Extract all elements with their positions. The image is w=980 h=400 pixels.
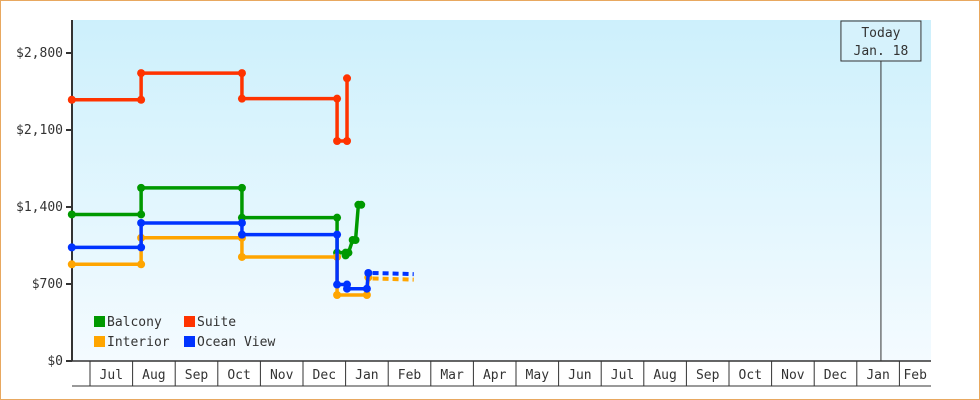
data-point-suite[interactable] — [237, 69, 246, 78]
y-tick-label: $1,400 — [16, 200, 63, 215]
data-point-suite[interactable] — [137, 95, 146, 104]
x-tick-label: Sep — [185, 368, 209, 383]
data-point-balcony[interactable] — [344, 248, 353, 257]
x-tick-label: Feb — [398, 368, 422, 383]
x-tick-label: Apr — [483, 368, 507, 383]
data-point-interior[interactable] — [67, 260, 76, 269]
data-point-interior[interactable] — [237, 252, 246, 261]
data-point-ocean-view[interactable] — [67, 243, 76, 252]
legend-label: Suite — [197, 315, 236, 330]
x-tick-label: Oct — [227, 368, 250, 383]
data-point-balcony[interactable] — [333, 213, 342, 222]
legend-swatch — [184, 336, 195, 347]
x-tick-label: Aug — [653, 368, 676, 383]
data-point-ocean-view[interactable] — [137, 218, 146, 227]
data-point-suite[interactable] — [333, 137, 342, 145]
data-point-ocean-view[interactable] — [343, 284, 352, 293]
x-tick-label: Nov — [781, 368, 805, 383]
today-label: Today — [861, 26, 900, 41]
legend-swatch — [184, 316, 195, 327]
data-point-balcony[interactable] — [67, 210, 76, 219]
data-point-ocean-view[interactable] — [362, 284, 371, 293]
y-tick-label: $2,800 — [16, 46, 63, 61]
y-tick-label: $700 — [32, 277, 63, 292]
projection-line-ocean-view — [372, 271, 414, 277]
data-point-interior[interactable] — [137, 260, 146, 269]
x-tick-label: Jun — [568, 368, 591, 383]
x-tick-label: Dec — [824, 368, 847, 383]
data-point-interior[interactable] — [333, 291, 342, 299]
x-tick-label: Aug — [142, 368, 165, 383]
legend-item[interactable]: Interior — [94, 335, 170, 350]
data-point-balcony[interactable] — [351, 236, 360, 244]
data-point-suite[interactable] — [333, 94, 342, 103]
x-tick-label: Oct — [739, 368, 762, 383]
data-point-suite[interactable] — [343, 137, 352, 145]
x-tick-label: Mar — [440, 368, 464, 383]
data-point-suite[interactable] — [137, 69, 146, 78]
today-date: Jan. 18 — [854, 44, 909, 59]
legend-label: Interior — [107, 335, 170, 350]
x-tick-label: Jul — [611, 368, 634, 383]
x-tick-label: Nov — [270, 368, 294, 383]
legend-item[interactable]: Suite — [184, 315, 236, 330]
plot-area — [72, 20, 931, 361]
data-point-suite[interactable] — [237, 94, 246, 103]
x-tick-label: Jan — [355, 368, 378, 383]
data-point-balcony[interactable] — [237, 183, 246, 192]
projection-line-interior — [372, 276, 414, 282]
data-point-ocean-view[interactable] — [333, 280, 342, 289]
data-point-ocean-view[interactable] — [137, 243, 146, 252]
legend-swatch — [94, 316, 105, 327]
data-point-ocean-view[interactable] — [237, 218, 246, 227]
x-tick-label: May — [526, 368, 550, 383]
data-point-balcony[interactable] — [137, 210, 146, 219]
x-tick-label: Jan — [866, 368, 889, 383]
data-point-balcony[interactable] — [357, 200, 366, 209]
legend-item[interactable]: Ocean View — [184, 335, 275, 350]
data-point-ocean-view[interactable] — [237, 230, 246, 239]
data-point-ocean-view[interactable] — [364, 269, 373, 277]
legend-item[interactable]: Balcony — [94, 315, 162, 330]
today-box — [840, 20, 922, 62]
x-tick-label: Dec — [313, 368, 336, 383]
legend-swatch — [94, 336, 105, 347]
y-tick-label: $2,100 — [16, 123, 63, 138]
data-point-interior[interactable] — [362, 291, 371, 299]
data-point-suite[interactable] — [343, 74, 352, 83]
y-tick-label: $0 — [47, 354, 63, 369]
data-point-ocean-view[interactable] — [333, 230, 342, 239]
data-point-suite[interactable] — [67, 95, 76, 104]
legend-label: Balcony — [107, 315, 162, 330]
x-tick-label: Jul — [100, 368, 123, 383]
legend-label: Ocean View — [197, 335, 275, 350]
x-tick-label: Sep — [696, 368, 720, 383]
data-point-balcony[interactable] — [137, 183, 146, 192]
x-tick-label: Feb — [903, 368, 927, 383]
